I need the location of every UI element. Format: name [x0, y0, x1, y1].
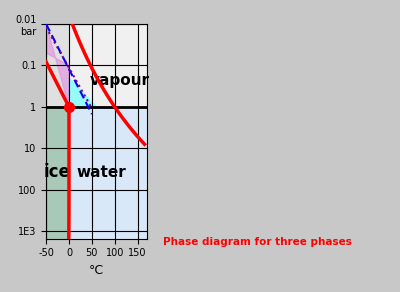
Text: Phase diagram for three phases: Phase diagram for three phases	[163, 237, 352, 247]
Text: vapour: vapour	[89, 73, 149, 88]
X-axis label: °C: °C	[89, 264, 104, 277]
Text: water: water	[76, 166, 126, 180]
Text: ice: ice	[44, 164, 71, 181]
Polygon shape	[69, 78, 96, 107]
Polygon shape	[46, 24, 69, 107]
